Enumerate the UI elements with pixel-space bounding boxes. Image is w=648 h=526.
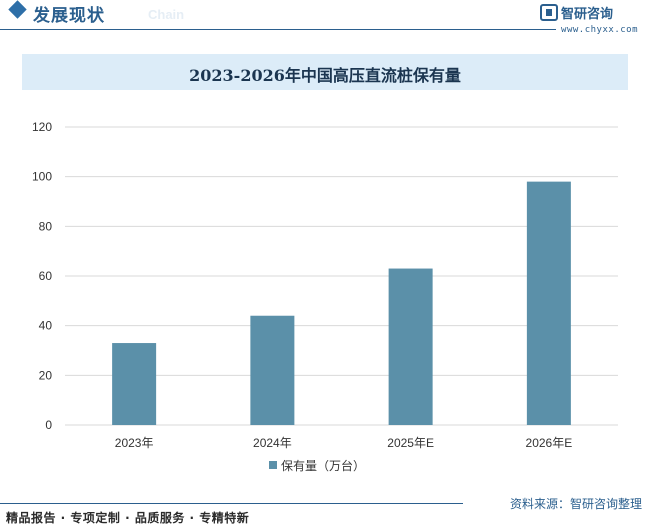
- x-axis-ticks: 2023年 2024年 2025年E 2026年E: [115, 436, 572, 450]
- chart-title: 2023-2026年中国高压直流桩保有量: [189, 66, 461, 85]
- page-header: 发展现状 Chain 智研咨询 www.chyxx.com: [0, 0, 648, 40]
- y-tick-label: 120: [32, 120, 52, 134]
- x-tick-label: 2025年E: [387, 436, 434, 450]
- header-divider: [0, 29, 556, 30]
- bar: [388, 268, 433, 425]
- y-tick-label: 100: [32, 170, 52, 184]
- x-tick-label: 2026年E: [526, 436, 573, 450]
- bar: [250, 315, 295, 425]
- y-axis-ticks: 0 20 40 60 80 100 120: [32, 120, 52, 432]
- chart-title-band: 2023-2026年中国高压直流桩保有量: [22, 54, 628, 90]
- footer-source: 资料来源：智研咨询整理: [509, 497, 642, 511]
- header-watermark-text: Chain: [148, 7, 185, 22]
- y-tick-label: 0: [45, 418, 52, 432]
- y-tick-label: 20: [39, 368, 53, 382]
- bar: [526, 181, 571, 425]
- legend-label: 保有量（万台）: [281, 458, 365, 473]
- brand-logo-icon: [540, 4, 559, 21]
- brand-url: www.chyxx.com: [561, 25, 638, 35]
- y-tick-label: 80: [39, 219, 53, 233]
- x-tick-label: 2023年: [115, 436, 154, 450]
- footer-divider: [0, 503, 463, 504]
- brand-block: 智研咨询 www.chyxx.com: [540, 3, 638, 35]
- section-title: 发展现状: [33, 6, 105, 26]
- x-tick-label: 2024年: [253, 436, 292, 450]
- footer-tagline: 精品报告 · 专项定制 · 品质服务 · 专精特新: [6, 511, 250, 525]
- y-tick-label: 40: [39, 319, 53, 333]
- y-tick-label: 60: [39, 269, 53, 283]
- brand-name: 智研咨询: [561, 7, 614, 22]
- chart-legend: 保有量（万台）: [269, 458, 365, 473]
- bar: [112, 343, 157, 425]
- chart-bars: [112, 181, 571, 425]
- legend-swatch: [269, 461, 277, 469]
- chart-grid: [65, 126, 618, 426]
